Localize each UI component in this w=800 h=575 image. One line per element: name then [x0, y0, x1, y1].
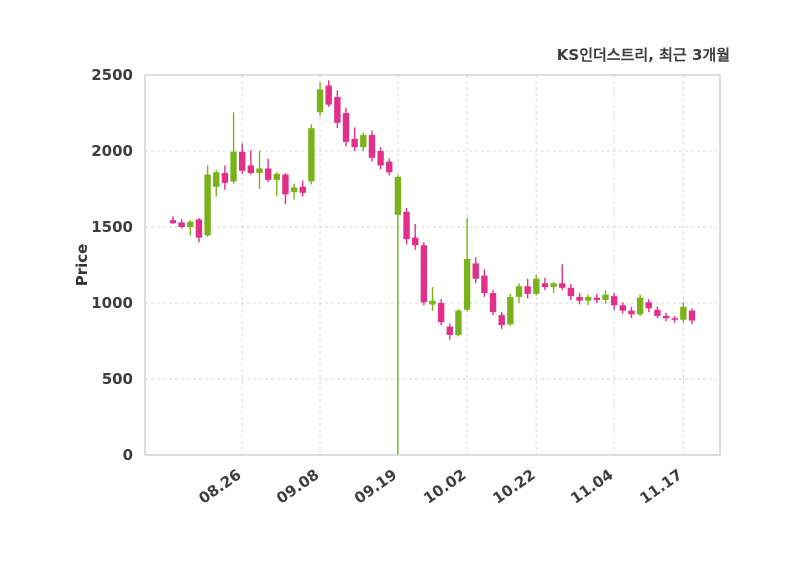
candle-body [351, 138, 358, 148]
candle-body [636, 297, 644, 315]
candle-body [368, 135, 376, 158]
candle-body [489, 293, 497, 313]
candle-body [602, 294, 609, 300]
candle-body [671, 318, 678, 320]
x-tick-label: 09.08 [273, 466, 322, 508]
candle-body [645, 302, 652, 309]
y-tick-label: 1000 [91, 294, 133, 312]
candle-body [688, 310, 696, 321]
candle-body [247, 165, 255, 174]
candle-body [680, 306, 687, 320]
candle-body [187, 221, 194, 227]
candle-body [342, 113, 350, 142]
candle-body [481, 275, 488, 294]
chart-title: KS인더스트리, 최근 3개월 [556, 46, 730, 64]
candle-body [662, 315, 670, 319]
candle-body [420, 245, 428, 303]
candle-body [550, 283, 557, 288]
candle-body [576, 296, 583, 301]
candle-body [593, 297, 601, 300]
candle-body [524, 286, 531, 294]
candle-body [325, 85, 332, 105]
candle-body [282, 174, 289, 195]
candle-body [308, 128, 315, 182]
x-tick-label: 11.17 [636, 466, 685, 508]
candle-body [619, 305, 626, 311]
candle-body [429, 300, 436, 305]
candle-body [221, 173, 229, 183]
candle-body [654, 309, 661, 316]
candle-body [195, 219, 203, 238]
y-tick-label: 2500 [91, 66, 133, 84]
candle-body [256, 168, 263, 174]
candle-body [559, 283, 566, 288]
x-tick-label: 08.26 [195, 466, 244, 508]
candle-body [498, 315, 505, 326]
x-tick-label: 10.22 [489, 466, 538, 508]
plot-area [145, 75, 720, 455]
y-tick-label: 500 [102, 370, 133, 388]
candle-body [178, 222, 185, 227]
candle-body [412, 237, 419, 246]
y-tick-label: 0 [123, 446, 133, 464]
candle-body [239, 151, 246, 171]
candle-body [515, 286, 523, 297]
candle-body [334, 97, 341, 123]
y-axis-label: Price [73, 243, 91, 287]
plot-border [144, 74, 721, 456]
x-tick-label: 09.19 [351, 466, 400, 508]
candle-body [299, 186, 306, 193]
candle-body [213, 172, 220, 187]
candle-body [204, 174, 211, 236]
candle-body [437, 303, 445, 322]
candle-body [585, 296, 592, 301]
candle-body [507, 296, 514, 325]
candle-body [610, 296, 618, 306]
candle-body [169, 220, 177, 224]
candle-body [455, 310, 462, 335]
candle-body [273, 173, 280, 180]
candle-body [360, 135, 367, 148]
candle-body [567, 287, 575, 297]
x-tick-label: 11.04 [567, 466, 616, 508]
candle-body [316, 89, 324, 113]
candle-body [394, 176, 402, 215]
candle-body [290, 187, 298, 193]
candle-body [264, 168, 272, 180]
candle-body [541, 283, 549, 288]
candle-body [446, 326, 453, 335]
candle-body [403, 211, 410, 240]
candle-body [386, 161, 393, 173]
candle-body [230, 151, 237, 182]
candle-body [628, 310, 635, 315]
y-tick-label: 2000 [91, 142, 133, 160]
candle-body [377, 151, 384, 166]
x-tick-label: 10.02 [420, 466, 469, 508]
y-tick-label: 1500 [91, 218, 133, 236]
candle-body [533, 278, 540, 294]
candle-body [472, 263, 479, 279]
candle-body [463, 258, 471, 310]
